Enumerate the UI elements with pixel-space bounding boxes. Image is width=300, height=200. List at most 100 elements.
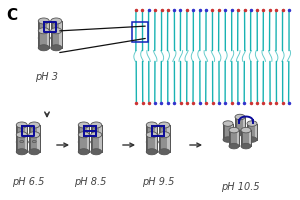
FancyBboxPatch shape [16,135,19,152]
Ellipse shape [16,139,27,145]
Ellipse shape [91,122,102,128]
Text: pH 9.5: pH 9.5 [142,176,174,186]
Text: pH 6.5: pH 6.5 [12,176,44,186]
FancyBboxPatch shape [229,130,231,146]
FancyBboxPatch shape [91,125,93,142]
Ellipse shape [247,137,257,143]
FancyBboxPatch shape [159,135,170,152]
FancyBboxPatch shape [16,125,27,142]
FancyBboxPatch shape [146,135,157,152]
Ellipse shape [51,19,62,25]
Ellipse shape [78,132,89,138]
FancyBboxPatch shape [167,125,170,142]
Ellipse shape [78,139,89,145]
FancyBboxPatch shape [99,125,102,142]
FancyBboxPatch shape [159,135,161,152]
FancyBboxPatch shape [25,135,27,152]
FancyBboxPatch shape [154,125,157,142]
Ellipse shape [16,122,27,128]
FancyBboxPatch shape [223,124,225,140]
FancyBboxPatch shape [247,124,249,140]
FancyBboxPatch shape [51,32,53,49]
Text: pH 3: pH 3 [35,72,58,82]
FancyBboxPatch shape [37,135,40,152]
FancyBboxPatch shape [99,135,102,152]
FancyBboxPatch shape [78,125,80,142]
FancyBboxPatch shape [230,124,233,140]
Ellipse shape [229,144,239,149]
Ellipse shape [235,115,245,120]
FancyBboxPatch shape [78,135,80,152]
FancyBboxPatch shape [29,135,31,152]
FancyBboxPatch shape [254,124,257,140]
Ellipse shape [78,122,89,128]
Ellipse shape [241,128,251,133]
FancyBboxPatch shape [91,135,102,152]
FancyBboxPatch shape [25,125,27,142]
Ellipse shape [229,128,239,133]
Text: C: C [6,8,17,23]
Ellipse shape [38,29,49,35]
FancyBboxPatch shape [38,22,49,39]
FancyBboxPatch shape [29,125,31,142]
Ellipse shape [51,36,62,42]
FancyBboxPatch shape [78,135,89,152]
FancyBboxPatch shape [241,130,251,146]
FancyBboxPatch shape [247,124,257,140]
FancyBboxPatch shape [78,125,89,142]
FancyBboxPatch shape [241,130,243,146]
Ellipse shape [241,144,251,149]
FancyBboxPatch shape [159,125,170,142]
Ellipse shape [159,149,170,155]
FancyBboxPatch shape [86,135,89,152]
FancyBboxPatch shape [235,117,245,133]
Ellipse shape [51,29,62,35]
Text: pH 10.5: pH 10.5 [221,181,259,191]
FancyBboxPatch shape [51,32,62,49]
Ellipse shape [38,19,49,25]
FancyBboxPatch shape [146,125,157,142]
Ellipse shape [223,137,233,143]
Ellipse shape [20,141,24,143]
FancyBboxPatch shape [51,22,62,39]
FancyBboxPatch shape [38,32,49,49]
Ellipse shape [235,131,245,136]
Ellipse shape [29,132,40,138]
Ellipse shape [16,149,27,155]
Ellipse shape [146,139,157,145]
Ellipse shape [159,132,170,138]
FancyBboxPatch shape [16,125,19,142]
FancyBboxPatch shape [59,32,62,49]
Ellipse shape [159,122,170,128]
Ellipse shape [29,139,40,145]
FancyBboxPatch shape [37,125,40,142]
Ellipse shape [32,141,36,143]
FancyBboxPatch shape [86,125,89,142]
FancyBboxPatch shape [59,22,62,39]
FancyBboxPatch shape [38,32,40,49]
FancyBboxPatch shape [46,32,49,49]
Ellipse shape [78,149,89,155]
Text: pH 8.5: pH 8.5 [74,176,106,186]
Ellipse shape [38,36,49,42]
Ellipse shape [38,45,49,52]
FancyBboxPatch shape [91,135,93,152]
FancyBboxPatch shape [154,135,157,152]
Ellipse shape [51,45,62,52]
FancyBboxPatch shape [46,22,49,39]
Ellipse shape [91,139,102,145]
FancyBboxPatch shape [51,22,53,39]
FancyBboxPatch shape [91,125,102,142]
FancyBboxPatch shape [235,117,237,133]
FancyBboxPatch shape [229,130,239,146]
FancyBboxPatch shape [146,125,148,142]
FancyBboxPatch shape [236,130,239,146]
FancyBboxPatch shape [159,125,161,142]
FancyBboxPatch shape [38,22,40,39]
FancyBboxPatch shape [29,135,40,152]
Ellipse shape [146,132,157,138]
FancyBboxPatch shape [242,117,245,133]
Ellipse shape [91,149,102,155]
Ellipse shape [29,149,40,155]
FancyBboxPatch shape [167,135,170,152]
